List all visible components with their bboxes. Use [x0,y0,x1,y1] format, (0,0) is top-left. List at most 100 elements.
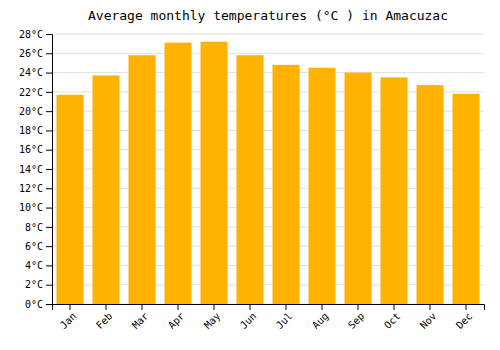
tick: Feb [94,304,115,331]
tick: May [202,304,223,331]
tick-label: Dec [454,310,475,331]
tick-mark [46,304,52,305]
tick-mark [46,150,52,151]
tick-mark [46,169,52,170]
tick: Mar [130,304,151,331]
tick-mark [46,265,52,266]
tick-mark [46,73,52,74]
tick: 20°C [19,106,52,117]
y-axis: 0°C 2°C 4°C 6°C 8°C 10°C 12°C 14°C 16°C 18°C 20°C 2… [19,29,53,310]
bar [309,68,336,304]
tick: 12°C [19,183,52,194]
tick-mark [430,304,431,310]
tick: 8°C [25,222,52,233]
tick-mark [46,111,52,112]
tick-label: 18°C [19,125,43,136]
chart: 0°C 2°C 4°C 6°C 8°C 10°C 12°C 14°C 16°C 18°C 20°C 2… [0,0,500,350]
tick-mark [214,304,215,310]
tick-label: 2°C [25,279,43,290]
tick-mark [46,227,52,228]
tick: 22°C [19,87,52,98]
tick: Apr [166,304,187,331]
tick: 2°C [25,279,52,290]
tick-label: 6°C [25,241,43,252]
bar [273,65,300,304]
tick: 24°C [19,67,52,78]
tick-mark [46,130,52,131]
tick-mark [250,304,251,310]
tick-label: 28°C [19,29,43,40]
tick-mark [394,304,395,310]
grid-line [52,72,484,73]
tick-label: Sep [346,310,367,331]
bar [201,42,228,304]
axis-line [46,35,53,305]
tick-label: 14°C [19,164,43,175]
tick-label: 16°C [19,144,43,155]
tick-mark [178,304,179,310]
bar [57,95,84,304]
bar [345,73,372,304]
bar [237,55,264,304]
tick: 26°C [19,48,52,59]
tick-label: Mar [130,310,151,331]
tick: Aug [310,304,331,331]
tick: 16°C [19,144,52,155]
tick-label: 20°C [19,106,43,117]
tick: Dec [454,304,475,331]
tick: 0°C [25,299,52,310]
bar [381,77,408,304]
tick: Jan [58,304,79,331]
bar [165,43,192,304]
tick: Oct [382,304,403,331]
tick-mark [46,53,52,54]
tick-mark [46,34,52,35]
tick: 14°C [19,164,52,175]
tick-mark [358,304,359,310]
tick-mark [322,304,323,310]
grid-line [52,34,484,35]
tick-label: Jun [238,310,259,331]
tick: Sep [346,304,367,331]
tick: 18°C [19,125,52,136]
bar [417,85,444,304]
tick: 10°C [19,202,52,213]
tick-mark [106,304,107,310]
tick-label: 4°C [25,260,43,271]
tick-mark [46,208,52,209]
plot: 0°C 2°C 4°C 6°C 8°C 10°C 12°C 14°C 16°C 18°C 20°C 2… [19,29,485,331]
tick-label: 22°C [19,87,43,98]
tick: Jun [238,304,259,331]
tick-mark [46,246,52,247]
grid [52,34,484,304]
tick: Nov [418,304,439,331]
title: Average monthly temperatures (°C ) in Am… [88,8,448,23]
tick-label: Aug [310,310,331,331]
tick-label: Nov [418,310,439,331]
axis-line [53,305,485,311]
tick: 6°C [25,241,52,252]
tick: Jul [274,304,295,331]
tick-label: 12°C [19,183,43,194]
tick-mark [70,304,71,310]
tick-label: 26°C [19,48,43,59]
tick-label: May [202,310,223,331]
tick: 28°C [19,29,52,40]
bars [57,42,480,304]
tick-mark [466,304,467,310]
bar [453,94,480,304]
bar [93,75,120,304]
tick-label: Jan [58,310,79,331]
tick-label: 10°C [19,202,43,213]
tick-mark [46,188,52,189]
tick-label: 24°C [19,67,43,78]
grid-line [52,53,484,54]
tick-label: Jul [274,310,295,331]
tick-label: Oct [382,310,403,331]
tick-label: Feb [94,310,115,331]
tick-label: 0°C [25,299,43,310]
tick-mark [286,304,287,310]
x-axis: Jan Feb Mar Apr May Jun Jul Aug Sep Oct Nov Dec [53,304,485,331]
tick-mark [46,92,52,93]
tick-label: Apr [166,310,187,331]
